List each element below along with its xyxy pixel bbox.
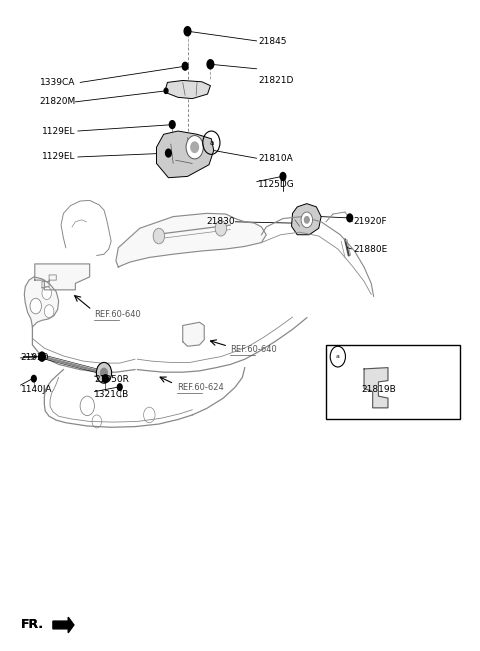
- Polygon shape: [165, 81, 210, 98]
- Polygon shape: [24, 277, 59, 327]
- Circle shape: [184, 27, 191, 36]
- Circle shape: [117, 384, 122, 391]
- Circle shape: [304, 217, 309, 223]
- Polygon shape: [291, 204, 321, 235]
- Circle shape: [92, 415, 102, 428]
- Text: 21820M: 21820M: [39, 98, 75, 106]
- Text: 21880E: 21880E: [354, 245, 388, 253]
- Circle shape: [280, 173, 286, 180]
- Polygon shape: [35, 264, 90, 290]
- Circle shape: [153, 229, 165, 244]
- Circle shape: [164, 89, 168, 94]
- Text: 21845: 21845: [258, 37, 287, 46]
- Text: FR.: FR.: [21, 618, 44, 631]
- Text: 21920F: 21920F: [354, 217, 387, 227]
- Text: 1129EL: 1129EL: [42, 152, 75, 161]
- Text: 1140JA: 1140JA: [21, 385, 52, 393]
- Circle shape: [30, 298, 41, 314]
- Text: 1129EL: 1129EL: [42, 126, 75, 135]
- Text: 21920: 21920: [21, 353, 49, 363]
- Text: 21821D: 21821D: [258, 76, 293, 85]
- Text: FR.: FR.: [21, 618, 44, 631]
- Circle shape: [103, 375, 108, 383]
- Circle shape: [186, 135, 203, 159]
- Text: REF.60-640: REF.60-640: [95, 310, 141, 319]
- Circle shape: [182, 62, 188, 70]
- Circle shape: [44, 305, 54, 318]
- Polygon shape: [156, 131, 214, 178]
- Text: 1125DG: 1125DG: [258, 180, 295, 189]
- Circle shape: [96, 363, 112, 383]
- Circle shape: [144, 407, 155, 422]
- Circle shape: [191, 142, 199, 152]
- Circle shape: [347, 214, 353, 222]
- Text: a: a: [209, 140, 214, 146]
- Bar: [326, 345, 459, 419]
- Circle shape: [80, 396, 95, 415]
- Text: 21819B: 21819B: [362, 385, 396, 393]
- Circle shape: [38, 352, 45, 361]
- Circle shape: [169, 120, 175, 128]
- Polygon shape: [116, 214, 266, 267]
- Text: 21950R: 21950R: [95, 376, 129, 385]
- Polygon shape: [183, 322, 204, 346]
- Circle shape: [101, 368, 108, 378]
- Text: REF.60-640: REF.60-640: [230, 345, 277, 354]
- Polygon shape: [364, 368, 388, 408]
- Text: 1339CA: 1339CA: [40, 78, 75, 87]
- Polygon shape: [53, 617, 74, 633]
- Text: REF.60-624: REF.60-624: [177, 383, 224, 392]
- Circle shape: [207, 60, 214, 69]
- Circle shape: [42, 286, 51, 299]
- Text: 21830: 21830: [206, 217, 235, 227]
- Text: 21810A: 21810A: [258, 154, 293, 163]
- Text: a: a: [336, 354, 340, 359]
- Text: 1321CB: 1321CB: [95, 391, 130, 399]
- Circle shape: [215, 221, 227, 236]
- Circle shape: [301, 212, 312, 228]
- Circle shape: [166, 149, 171, 157]
- Circle shape: [32, 376, 36, 382]
